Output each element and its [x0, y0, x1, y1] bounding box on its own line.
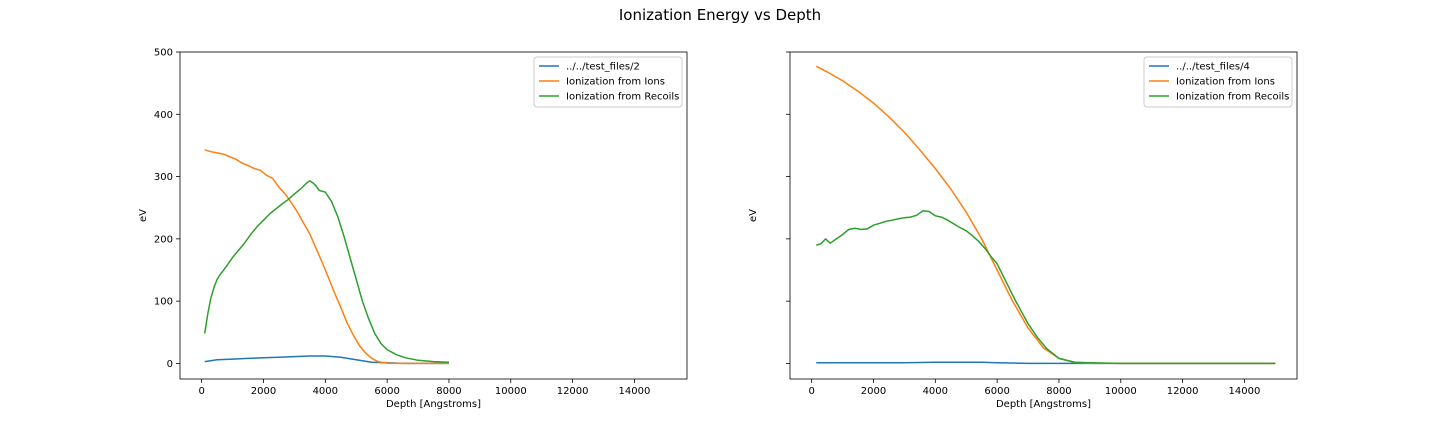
- left-legend-label-0: ../../test_files/2: [566, 62, 640, 73]
- left-series-line-2: [203, 180, 450, 363]
- left-legend-label-1: Ionization from Ions: [566, 77, 665, 88]
- left-xtick-label: 0: [198, 386, 204, 397]
- left-ylabel: eV: [138, 209, 149, 222]
- left-xtick-label: 14000: [619, 386, 651, 397]
- left-xtick-label: 10000: [495, 386, 527, 397]
- left-legend-label-2: Ionization from Recoils: [566, 92, 679, 103]
- left-ytick-label: 100: [154, 297, 173, 308]
- left-ytick-label: 500: [154, 48, 173, 59]
- left-xtick-label: 8000: [436, 386, 461, 397]
- left-xtick-label: 12000: [557, 386, 589, 397]
- left-legend-box: [533, 56, 683, 108]
- left-ytick-label: 400: [154, 110, 173, 121]
- left-ytick-label: 0: [167, 359, 173, 370]
- left-xlabel: Depth [Angstroms]: [386, 399, 481, 410]
- left-xtick-label: 2000: [251, 386, 276, 397]
- left-xtick-label: 6000: [374, 386, 399, 397]
- left-xtick-label: 4000: [313, 386, 338, 397]
- left-ytick-label: 300: [154, 172, 173, 183]
- left-ytick-label: 200: [154, 234, 173, 245]
- left-axes-frame: [179, 51, 688, 380]
- left-series-line-1: [204, 149, 449, 365]
- figure-title: Ionization Energy vs Depth: [618, 6, 822, 24]
